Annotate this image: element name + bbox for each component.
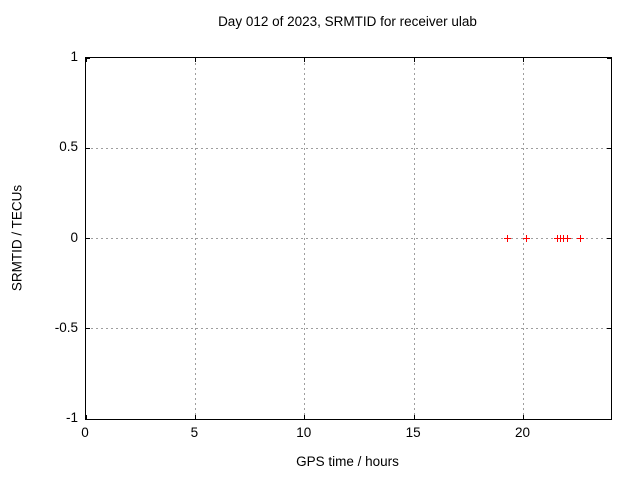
y-tick-label: 0 [70, 229, 78, 245]
x-tick-label: 15 [405, 425, 421, 440]
y-tick-label: -1 [65, 410, 78, 425]
x-tick-top [194, 58, 196, 62]
x-tick-top [523, 58, 524, 62]
y-tick-left [86, 238, 90, 239]
data-point-marker [563, 235, 571, 242]
chart-title: Day 012 of 2023, SRMTID for receiver ula… [218, 14, 477, 29]
x-tick-label: 5 [190, 425, 199, 440]
data-point-marker [503, 235, 511, 242]
gridline-horizontal [86, 238, 611, 239]
gridline-vertical [413, 58, 415, 419]
data-point-marker [560, 235, 568, 242]
x-tick-bottom [304, 415, 306, 419]
x-tick-top [304, 58, 306, 62]
x-tick-bottom [194, 415, 196, 419]
y-tick-left [86, 328, 90, 330]
x-tick-bottom [85, 415, 87, 419]
x-tick-bottom [413, 415, 415, 419]
y-tick-right [607, 418, 611, 420]
x-tick-label: 10 [296, 425, 312, 440]
y-tick-right [607, 147, 611, 149]
y-tick-label: -0.5 [54, 319, 78, 335]
y-tick-left [86, 418, 90, 420]
x-tick-label: 20 [514, 425, 531, 440]
x-tick-top [413, 58, 415, 62]
y-tick-right [607, 328, 611, 330]
y-tick-right [607, 57, 611, 59]
gridline-vertical [194, 58, 196, 419]
plot-area [85, 57, 612, 420]
data-point-marker [577, 235, 585, 242]
y-tick-left [86, 57, 90, 59]
x-tick-top [85, 58, 87, 62]
y-axis-label: SRMTID / TECUs [9, 184, 25, 292]
gridline-horizontal [86, 147, 611, 149]
y-tick-label: 0.5 [59, 139, 78, 155]
gridline-horizontal [86, 328, 611, 330]
x-tick-bottom [523, 415, 524, 419]
y-tick-right [607, 238, 611, 239]
x-axis-label: GPS time / hours [296, 454, 399, 469]
y-tick-label: 1 [70, 49, 78, 64]
y-tick-left [86, 147, 90, 149]
x-tick-label: 0 [81, 425, 89, 440]
gridline-vertical [304, 58, 306, 419]
data-point-marker [523, 235, 531, 242]
